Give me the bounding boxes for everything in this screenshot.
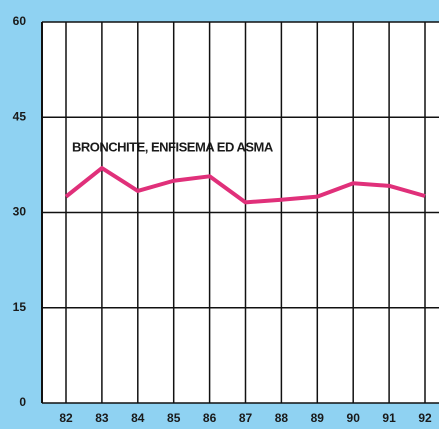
x-tick-label: 92 [418,411,432,425]
x-tick-label: 83 [95,411,109,425]
x-tick-label: 90 [347,411,361,425]
y-tick-label: 60 [13,14,27,28]
x-tick-label: 86 [203,411,217,425]
x-tick-label: 91 [382,411,396,425]
data-line [64,166,426,205]
x-tick-label: 88 [275,411,289,425]
x-tick-label: 89 [311,411,325,425]
x-tick-label: 87 [239,411,253,425]
x-tick-label: 84 [131,411,145,425]
y-tick-label: 30 [13,205,27,219]
y-tick-label: 15 [13,300,27,314]
x-tick-label: 82 [59,411,73,425]
y-tick-label: 0 [19,395,26,409]
x-tick-label: 85 [167,411,181,425]
y-tick-label: 45 [13,109,27,123]
